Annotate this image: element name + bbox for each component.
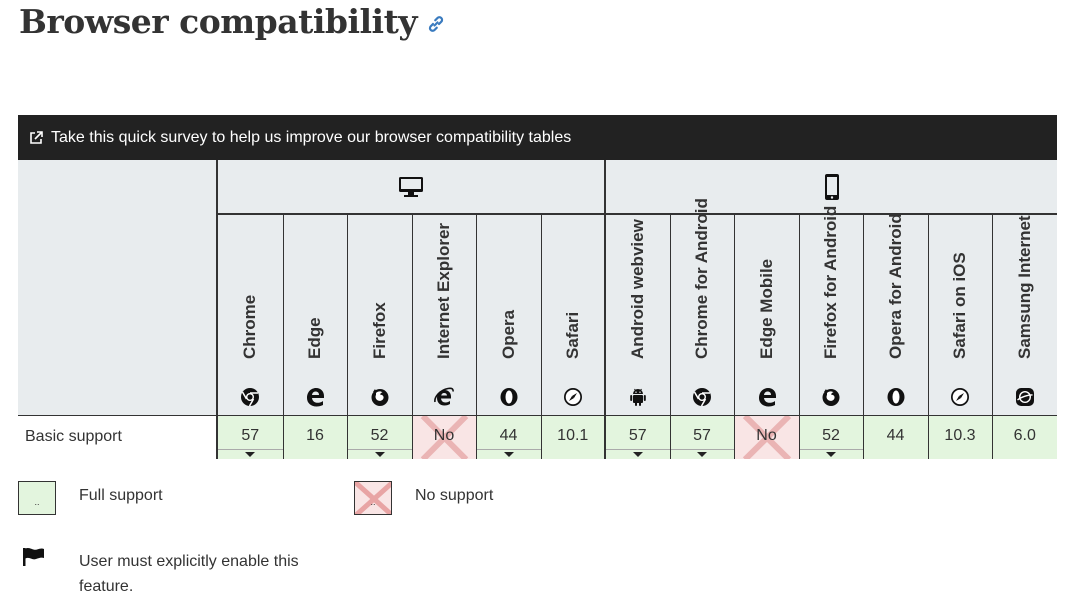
browser-header-firefox-for-android: Firefox for Android [798, 205, 863, 415]
browser-header-opera: Opera [475, 214, 541, 415]
legend-no-support-label: No support [415, 487, 494, 504]
support-cell-firefox[interactable]: 52 [346, 414, 412, 459]
table-corner [18, 160, 217, 415]
legend-full-support-label: Full support [79, 487, 163, 504]
support-cell-chrome-for-android[interactable]: 57 [669, 414, 734, 459]
browser-name: Opera [498, 309, 518, 359]
support-value: No [756, 426, 777, 444]
support-value: 52 [822, 426, 840, 444]
browser-name: Opera for Android [885, 212, 905, 359]
external-link-icon [30, 130, 43, 144]
support-value: 44 [499, 426, 518, 444]
page-title-text: Browser compatibility [19, 2, 418, 41]
firefox-icon [370, 387, 390, 407]
support-cell-safari-on-ios: 10.3 [927, 414, 992, 459]
browser-header-chrome-for-android: Chrome for Android [669, 198, 734, 415]
safari-icon [563, 387, 583, 407]
android-icon [628, 387, 648, 407]
desktop-icon [399, 176, 423, 197]
platform-mobile-header [604, 160, 1057, 215]
browser-header-samsung-internet: Samsung Internet [991, 214, 1057, 415]
browser-name: Firefox for Android [821, 205, 840, 359]
mobile-icon [824, 173, 839, 200]
legend-full-box-text: .. [34, 497, 40, 507]
browser-header-chrome: Chrome [216, 214, 283, 415]
browser-name: Chrome for Android [692, 197, 711, 359]
support-value: 57 [628, 426, 647, 444]
firefox-icon [821, 387, 841, 407]
survey-link[interactable]: Take this quick survey to help us improv… [51, 128, 572, 146]
feature-name: Basic support [18, 414, 217, 459]
no-support-x-icon [742, 415, 791, 459]
browser-name: Android webview [627, 218, 647, 359]
support-value: 57 [241, 426, 260, 444]
support-value: 10.1 [557, 426, 589, 444]
table-row: Basic support 57 16 52 No 44 10.1 57 57 No 52 44 10.… [18, 414, 1057, 459]
legend-no-support-swatch: .. [354, 481, 392, 515]
support-cell-android-webview[interactable]: 57 [604, 414, 670, 459]
browser-header-edge: Edge [282, 214, 347, 415]
support-value: 10.3 [944, 426, 976, 444]
flag-icon [23, 547, 44, 566]
opera-icon [499, 387, 519, 407]
samsung-icon [1015, 387, 1035, 407]
browser-name: Firefox [369, 301, 389, 359]
support-cell-firefox-for-android[interactable]: 52 [798, 414, 863, 459]
no-support-x-icon [420, 415, 468, 459]
browser-header-internet-explorer: Internet Explorer [411, 214, 476, 415]
support-cell-edge-mobile: No [733, 414, 799, 459]
support-value: 57 [693, 426, 711, 444]
chrome-icon [240, 387, 260, 407]
browser-name: Chrome [240, 294, 260, 359]
expand-arrow-icon[interactable] [347, 449, 412, 459]
support-cell-opera-for-android: 44 [862, 414, 928, 459]
ie-icon [434, 387, 454, 407]
legend-full-support-swatch: .. [18, 481, 56, 515]
chrome-icon [692, 387, 712, 407]
browser-header-opera-for-android: Opera for Android [862, 212, 928, 415]
support-cell-internet-explorer: No [411, 414, 476, 459]
edge-icon [757, 387, 777, 407]
browser-name: Edge [305, 316, 324, 359]
opera-icon [886, 387, 906, 407]
survey-banner: Take this quick survey to help us improv… [18, 115, 1057, 160]
safari-icon [950, 387, 970, 407]
page-title: Browser compatibility [19, 2, 445, 41]
support-cell-chrome[interactable]: 57 [216, 414, 283, 459]
expand-arrow-icon[interactable] [799, 449, 863, 459]
browser-header-android-webview: Android webview [604, 214, 670, 415]
browser-header-safari: Safari [540, 214, 605, 415]
link-icon[interactable] [427, 15, 445, 33]
browser-name: Internet Explorer [434, 222, 453, 359]
browser-name: Samsung Internet [1014, 214, 1034, 359]
support-cell-edge: 16 [282, 414, 347, 459]
expand-arrow-icon[interactable] [218, 449, 283, 459]
browser-header-firefox: Firefox [346, 214, 412, 415]
expand-arrow-icon[interactable] [670, 449, 734, 459]
browser-name: Safari [562, 311, 582, 359]
support-cell-opera[interactable]: 44 [475, 414, 541, 459]
edge-icon [305, 387, 325, 407]
no-support-x-icon [355, 482, 391, 514]
support-value: No [433, 426, 455, 444]
legend-flag-label: User must explicitly enable this feature… [79, 553, 299, 595]
support-cell-safari: 10.1 [540, 414, 605, 459]
browser-header-safari-on-ios: Safari on iOS [927, 214, 992, 415]
expand-arrow-icon[interactable] [606, 449, 670, 459]
support-value: 52 [370, 426, 389, 444]
browser-name: Edge Mobile [756, 258, 776, 359]
support-value: 16 [306, 426, 324, 444]
expand-arrow-icon[interactable] [476, 449, 541, 459]
legend-no-box-text: .. [370, 497, 376, 507]
browser-header-edge-mobile: Edge Mobile [733, 214, 799, 415]
support-cell-samsung-internet: 6.0 [991, 414, 1057, 459]
browser-name: Safari on iOS [950, 251, 969, 359]
compat-table: Chrome Edge Firefox Internet Explorer Opera S… [18, 160, 1057, 459]
support-value: 6.0 [1013, 426, 1036, 444]
platform-desktop-header [216, 160, 605, 215]
support-value: 44 [886, 426, 905, 444]
